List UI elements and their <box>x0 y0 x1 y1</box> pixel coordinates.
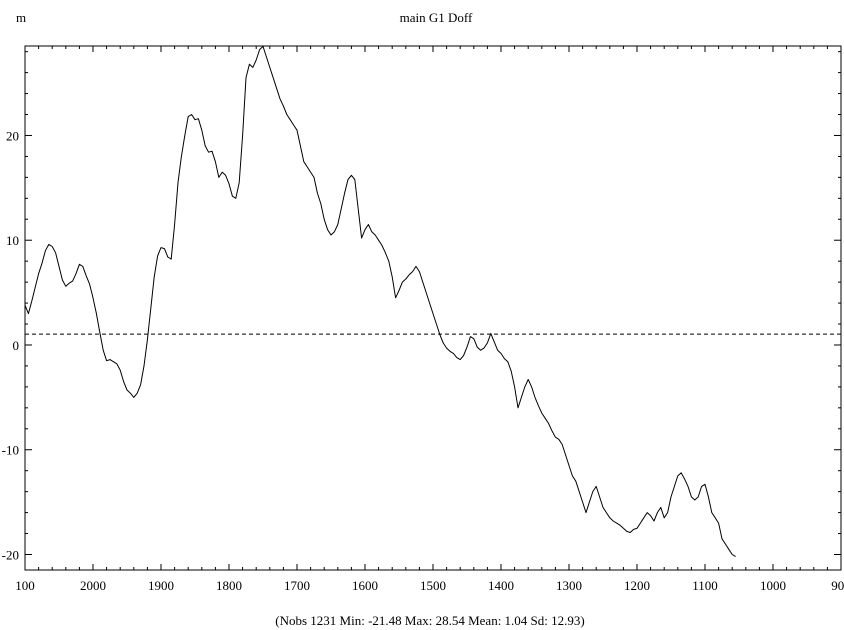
summary-stats: (Nobs 1231 Min: -21.48 Max: 28.54 Mean: … <box>275 613 584 628</box>
y-axis: -20 -10 0 10 20 <box>2 51 841 562</box>
y-tick-label: 0 <box>13 338 20 353</box>
plot-frame <box>24 45 842 571</box>
y-tick-label: 20 <box>6 128 19 143</box>
x-tick-label: 900 <box>831 578 844 593</box>
x-tick-label: 1700 <box>284 578 310 593</box>
x-tick-label: 1300 <box>556 578 582 593</box>
y-tick-label: 10 <box>6 233 19 248</box>
x-tick-label: 1400 <box>488 578 514 593</box>
x-tick-label: 1800 <box>216 578 242 593</box>
chart-title: main G1 Doff <box>400 10 473 25</box>
x-tick-label: 1100 <box>692 578 718 593</box>
x-tick-label: 1900 <box>148 578 174 593</box>
y-tick-label: -20 <box>2 547 19 562</box>
x-tick-label: 2000 <box>80 578 106 593</box>
x-tick-label: 1500 <box>420 578 446 593</box>
y-axis-label: m <box>16 10 26 25</box>
y-tick-label: -10 <box>2 443 19 458</box>
x-tick-label: 1000 <box>760 578 786 593</box>
x-tick-label: 100 <box>15 578 35 593</box>
x-axis: 100 2000 1900 1800 1700 1600 1500 1400 1300 1200 1… <box>15 46 844 593</box>
series-line-0 <box>24 45 736 558</box>
x-tick-label: 1200 <box>624 578 650 593</box>
series-layer <box>24 45 736 558</box>
x-tick-label: 1600 <box>352 578 378 593</box>
